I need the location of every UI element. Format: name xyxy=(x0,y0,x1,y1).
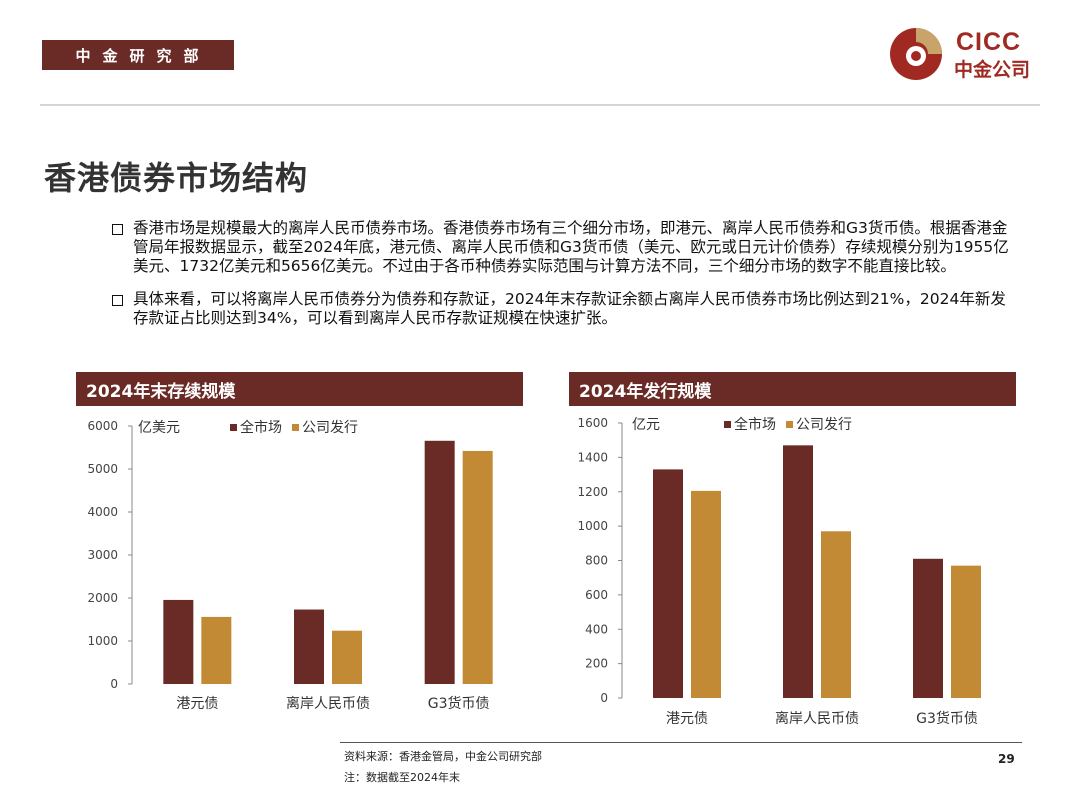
y-tick-label: 5000 xyxy=(87,462,118,476)
legend-label: 公司发行 xyxy=(796,417,852,433)
bar-total xyxy=(653,469,683,698)
y-tick-label: 2000 xyxy=(87,591,118,605)
bar-total xyxy=(913,558,943,698)
y-tick-label: 600 xyxy=(585,588,608,602)
page-number: 29 xyxy=(998,752,1015,766)
y-tick-label: 800 xyxy=(585,554,608,568)
y-unit-label: 亿美元 xyxy=(138,420,180,436)
footer-divider xyxy=(340,742,1022,743)
chart-title-outstanding: 2024年末存续规模 xyxy=(76,372,523,406)
bar-company xyxy=(201,616,232,684)
x-category-label: 港元债 xyxy=(666,711,708,727)
department-tag: 中金研究部 xyxy=(42,40,234,70)
legend-swatch xyxy=(292,424,299,431)
legend-label: 全市场 xyxy=(734,416,776,433)
x-category-label: 港元债 xyxy=(176,696,218,712)
legend-swatch xyxy=(230,424,237,431)
x-category-label: G3货币债 xyxy=(916,710,978,727)
square-bullet-icon xyxy=(112,224,123,235)
bullet-text: 具体来看，可以将离岸人民币债券分为债券和存款证，2024年末存款证余额占离岸人民… xyxy=(133,290,1006,327)
bar-company xyxy=(951,565,981,698)
y-tick-label: 400 xyxy=(585,622,608,636)
chart-title-issuance: 2024年发行规模 xyxy=(569,372,1016,406)
y-tick-label: 0 xyxy=(600,691,608,705)
y-tick-label: 6000 xyxy=(87,419,118,433)
cicc-logo: CICC 中金公司 xyxy=(888,26,1048,82)
y-tick-label: 0 xyxy=(110,677,118,691)
bar-company xyxy=(332,630,362,684)
logo-text-cn: 中金公司 xyxy=(954,59,1031,81)
bar-total xyxy=(783,445,813,698)
header-divider xyxy=(40,104,1040,106)
page-title: 香港债券市场结构 xyxy=(44,159,309,197)
y-tick-label: 1600 xyxy=(577,416,608,430)
cicc-logo-icon xyxy=(890,28,942,80)
bar-company xyxy=(821,531,851,698)
bar-company xyxy=(691,490,721,698)
bullet-item: 具体来看，可以将离岸人民币债券分为债券和存款证，2024年末存款证余额占离岸人民… xyxy=(112,290,1012,328)
bar-total xyxy=(424,440,455,684)
bar-company xyxy=(462,450,493,684)
y-tick-label: 3000 xyxy=(87,548,118,562)
bar-total xyxy=(163,599,194,684)
y-tick-label: 200 xyxy=(585,657,608,671)
y-tick-label: 1000 xyxy=(87,634,118,648)
data-note: 注：数据截至2024年末 xyxy=(344,771,460,784)
legend-swatch xyxy=(786,421,793,428)
logo-text-en: CICC xyxy=(956,28,1022,56)
y-tick-label: 1200 xyxy=(577,485,608,499)
x-category-label: 离岸人民币债 xyxy=(286,695,370,712)
legend-swatch xyxy=(724,421,731,428)
source-note: 资料来源：香港金管局，中金公司研究部 xyxy=(344,750,542,763)
y-tick-label: 1000 xyxy=(577,519,608,533)
y-tick-label: 1400 xyxy=(577,450,608,464)
x-category-label: 离岸人民币债 xyxy=(775,710,859,727)
y-tick-label: 4000 xyxy=(87,505,118,519)
chart-issuance: 0 200 400 600 800 1000 1200 1400 1600 亿元 全市场 公司发行港元… xyxy=(577,416,981,727)
bullet-list: 香港市场是规模最大的离岸人民币债券市场。香港债券市场有三个细分市场，即港元、离岸… xyxy=(112,219,1012,342)
legend-label: 公司发行 xyxy=(302,420,358,436)
x-category-label: G3货币债 xyxy=(428,695,490,712)
y-unit-label: 亿元 xyxy=(632,417,660,433)
square-bullet-icon xyxy=(112,295,123,306)
bullet-item: 香港市场是规模最大的离岸人民币债券市场。香港债券市场有三个细分市场，即港元、离岸… xyxy=(112,219,1012,276)
bar-total xyxy=(294,609,324,684)
bullet-text: 香港市场是规模最大的离岸人民币债券市场。香港债券市场有三个细分市场，即港元、离岸… xyxy=(133,219,1009,275)
legend-label: 全市场 xyxy=(240,419,282,436)
